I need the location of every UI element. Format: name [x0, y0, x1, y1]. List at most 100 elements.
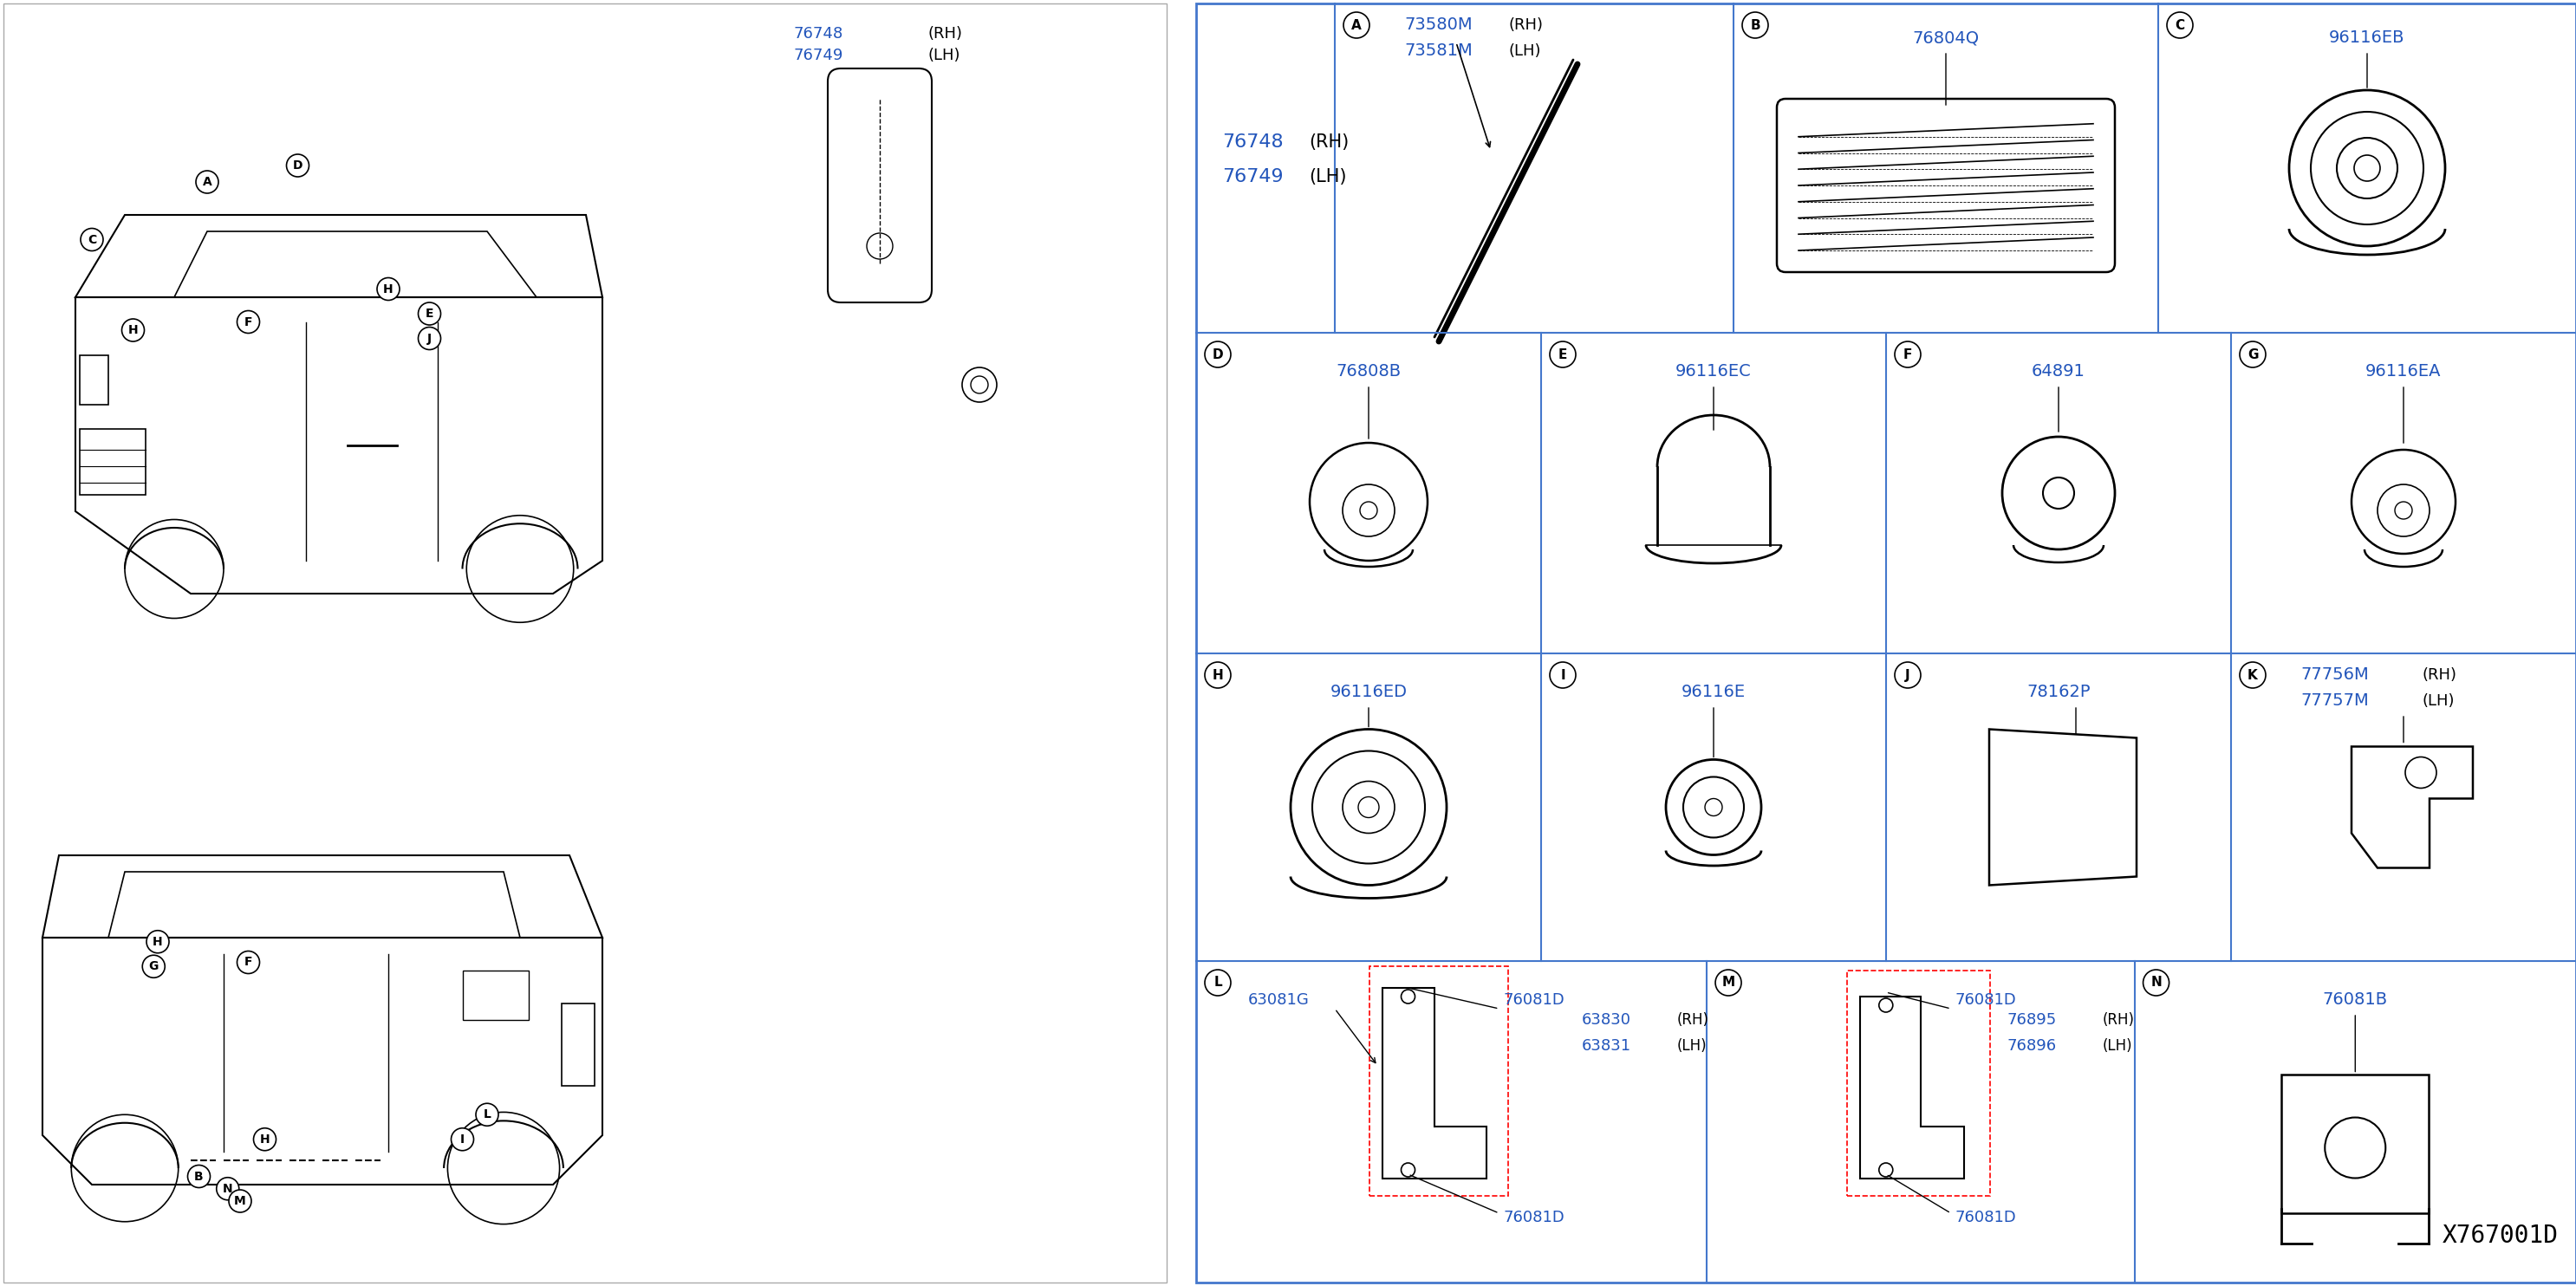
- Circle shape: [1741, 12, 1767, 39]
- Text: 96116EA: 96116EA: [2365, 363, 2442, 379]
- Text: 78162P: 78162P: [2027, 684, 2089, 700]
- Text: (LH): (LH): [1309, 168, 1347, 185]
- Text: 76748: 76748: [793, 26, 842, 41]
- Text: J: J: [1906, 669, 1911, 682]
- Circle shape: [147, 931, 170, 953]
- Circle shape: [376, 278, 399, 300]
- Text: (RH): (RH): [1309, 134, 1350, 150]
- Text: M: M: [1721, 976, 1734, 989]
- Circle shape: [451, 1128, 474, 1151]
- Circle shape: [1206, 970, 1231, 995]
- Bar: [1847, 971, 1989, 1196]
- Text: 76749: 76749: [1221, 168, 1283, 185]
- Text: X767001D: X767001D: [2442, 1223, 2558, 1247]
- Text: A: A: [1352, 18, 1363, 32]
- Bar: [3, 4, 1167, 1282]
- Text: B: B: [1749, 18, 1759, 32]
- Text: G: G: [2246, 349, 2259, 361]
- Text: 76081D: 76081D: [1504, 1210, 1564, 1226]
- Circle shape: [1551, 341, 1577, 368]
- Circle shape: [1206, 662, 1231, 688]
- Circle shape: [1206, 341, 1231, 368]
- Text: F: F: [1904, 349, 1911, 361]
- Circle shape: [237, 952, 260, 974]
- Circle shape: [142, 955, 165, 977]
- Text: L: L: [484, 1109, 492, 1120]
- Text: 63831: 63831: [1582, 1038, 1631, 1053]
- Circle shape: [237, 311, 260, 333]
- Text: N: N: [222, 1183, 232, 1195]
- Circle shape: [80, 229, 103, 251]
- Text: C: C: [88, 234, 95, 246]
- Text: L: L: [1213, 976, 1221, 989]
- Text: 64891: 64891: [2032, 363, 2087, 379]
- Text: I: I: [1561, 669, 1566, 682]
- Circle shape: [1716, 970, 1741, 995]
- Text: 73581M: 73581M: [1404, 42, 1473, 59]
- Bar: [1368, 966, 1507, 1196]
- Text: 96116EC: 96116EC: [1674, 363, 1752, 379]
- Text: 96116ED: 96116ED: [1329, 684, 1406, 700]
- Circle shape: [1551, 662, 1577, 688]
- Text: (RH): (RH): [2421, 667, 2458, 683]
- Text: 76808B: 76808B: [1337, 363, 1401, 379]
- Circle shape: [229, 1190, 252, 1213]
- Circle shape: [1896, 662, 1922, 688]
- Text: E: E: [1558, 349, 1566, 361]
- Circle shape: [196, 171, 219, 193]
- Circle shape: [2143, 970, 2169, 995]
- Text: H: H: [260, 1133, 270, 1146]
- Text: 76804Q: 76804Q: [1911, 30, 1978, 46]
- Text: 76081B: 76081B: [2324, 992, 2388, 1008]
- Text: F: F: [245, 316, 252, 328]
- Text: 76896: 76896: [2007, 1038, 2056, 1053]
- Bar: [562, 1003, 595, 1085]
- Text: 77757M: 77757M: [2300, 692, 2367, 709]
- Circle shape: [2239, 341, 2267, 368]
- Text: M: M: [234, 1195, 247, 1208]
- Text: (LH): (LH): [1507, 44, 1540, 59]
- Text: (LH): (LH): [1677, 1038, 1708, 1053]
- Bar: [1195, 4, 2576, 1282]
- Text: 73580M: 73580M: [1404, 17, 1473, 33]
- Bar: [80, 355, 108, 404]
- Text: I: I: [461, 1133, 464, 1146]
- Circle shape: [477, 1103, 497, 1127]
- Circle shape: [188, 1165, 211, 1188]
- Text: 76081D: 76081D: [1504, 993, 1564, 1008]
- Circle shape: [252, 1128, 276, 1151]
- Text: 96116EB: 96116EB: [2329, 30, 2406, 46]
- Text: 63081G: 63081G: [1249, 993, 1309, 1008]
- Text: 76749: 76749: [793, 48, 842, 63]
- Text: H: H: [152, 936, 162, 948]
- Text: G: G: [149, 961, 160, 972]
- Text: F: F: [245, 957, 252, 968]
- Text: J: J: [428, 332, 433, 345]
- Circle shape: [2239, 662, 2267, 688]
- Circle shape: [286, 154, 309, 176]
- Text: 76895: 76895: [2007, 1012, 2056, 1028]
- Text: A: A: [204, 176, 211, 188]
- Bar: [80, 430, 144, 495]
- Text: 76081D: 76081D: [1955, 1210, 2017, 1226]
- Text: (RH): (RH): [1677, 1012, 1708, 1028]
- Text: (RH): (RH): [927, 26, 961, 41]
- Text: (RH): (RH): [1507, 17, 1543, 33]
- Text: H: H: [1213, 669, 1224, 682]
- Circle shape: [216, 1178, 240, 1200]
- Text: 76748: 76748: [1221, 134, 1283, 150]
- Circle shape: [1345, 12, 1370, 39]
- Text: H: H: [129, 324, 139, 336]
- Circle shape: [2166, 12, 2192, 39]
- Text: 76081D: 76081D: [1955, 993, 2017, 1008]
- Text: N: N: [2151, 976, 2161, 989]
- Text: 63830: 63830: [1582, 1012, 1631, 1028]
- Text: C: C: [2174, 18, 2184, 32]
- Text: 96116E: 96116E: [1682, 684, 1747, 700]
- Text: K: K: [2249, 669, 2257, 682]
- Text: H: H: [384, 283, 394, 294]
- Text: (RH): (RH): [2102, 1012, 2136, 1028]
- Text: 77756M: 77756M: [2300, 666, 2367, 683]
- Text: (LH): (LH): [2421, 693, 2455, 709]
- Bar: [464, 971, 528, 1020]
